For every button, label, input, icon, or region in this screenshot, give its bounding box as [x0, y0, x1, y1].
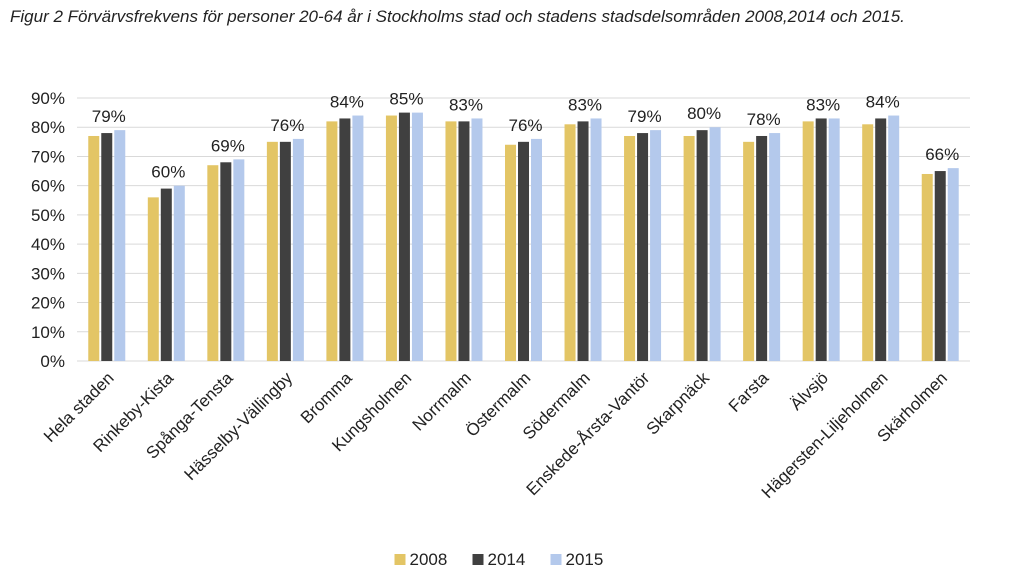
- data-label: 79%: [628, 107, 662, 126]
- data-label: 60%: [151, 163, 185, 182]
- legend-label: 2015: [566, 550, 604, 569]
- data-label: 83%: [568, 95, 602, 114]
- bar-2008: [88, 135, 100, 361]
- bar-2014: [637, 133, 649, 361]
- bar-2008: [445, 121, 457, 361]
- bar-2008: [862, 124, 874, 361]
- bar-2014: [875, 118, 887, 361]
- bar-2015: [173, 185, 185, 361]
- bar-2008: [326, 121, 338, 361]
- chart-title: Figur 2 Förvärvsfrekvens för personer 20…: [10, 7, 905, 26]
- bar-2014: [101, 133, 113, 361]
- bar-2008: [683, 135, 695, 361]
- y-tick-label: 20%: [31, 294, 65, 313]
- y-tick-label: 0%: [40, 352, 65, 371]
- bar-2014: [518, 141, 529, 361]
- data-label: 85%: [389, 90, 423, 109]
- data-label: 69%: [211, 136, 245, 155]
- category-label: Älvsjö: [786, 368, 832, 414]
- y-tick-label: 10%: [31, 323, 65, 342]
- bar-2014: [815, 118, 827, 361]
- bar-2015: [292, 138, 304, 361]
- bar-2015: [709, 127, 721, 361]
- bar-2015: [947, 168, 959, 361]
- bar-2014: [339, 118, 351, 361]
- bar-2015: [769, 133, 781, 361]
- bar-2014: [756, 135, 768, 361]
- legend-swatch-2015: [550, 554, 562, 565]
- bar-2008: [921, 173, 933, 361]
- bar-2015: [531, 138, 542, 361]
- bar-2014: [279, 141, 291, 361]
- data-label: 76%: [508, 116, 542, 135]
- bar-2014: [577, 121, 589, 361]
- y-tick-label: 30%: [31, 264, 65, 283]
- bar-2008: [266, 141, 278, 361]
- y-tick-label: 80%: [31, 118, 65, 137]
- bar-2014: [160, 188, 172, 361]
- bar-2008: [147, 197, 159, 361]
- bar-2008: [505, 144, 516, 361]
- bar-2015: [352, 115, 364, 362]
- bar-2015: [233, 159, 245, 361]
- data-label: 84%: [330, 93, 364, 112]
- bar-2008: [207, 165, 219, 361]
- data-label: 80%: [687, 104, 721, 123]
- bar-2008: [802, 121, 814, 361]
- bar-2008: [385, 115, 397, 362]
- bar-2015: [888, 115, 900, 362]
- bar-2014: [458, 121, 470, 361]
- bar-2015: [650, 130, 662, 361]
- data-label: 83%: [449, 95, 483, 114]
- legend-swatch-2014: [472, 554, 484, 565]
- category-label: Hässelby-Vällingby: [181, 368, 297, 484]
- bar-2014: [220, 162, 232, 361]
- category-label: Bromma: [297, 368, 356, 427]
- data-label: 76%: [270, 116, 304, 135]
- bar-2015: [411, 112, 423, 361]
- y-tick-label: 50%: [31, 206, 65, 225]
- data-label: 83%: [806, 95, 840, 114]
- data-label: 78%: [747, 110, 781, 129]
- bar-2008: [624, 135, 636, 361]
- category-label: Farsta: [725, 368, 773, 416]
- bar-2015: [828, 118, 840, 361]
- data-label: 66%: [925, 145, 959, 164]
- bar-2014: [934, 171, 946, 361]
- y-tick-label: 90%: [31, 89, 65, 108]
- legend-label: 2008: [410, 550, 448, 569]
- bar-2014: [696, 130, 708, 361]
- legend-swatch-2008: [394, 554, 406, 565]
- category-label: Enskede-Årsta-Vantör: [523, 368, 654, 499]
- bar-2015: [590, 118, 602, 361]
- bar-2015: [114, 130, 126, 361]
- legend-label: 2014: [488, 550, 526, 569]
- y-tick-label: 40%: [31, 235, 65, 254]
- y-tick-label: 60%: [31, 177, 65, 196]
- bar-2008: [564, 124, 576, 361]
- bar-2015: [471, 118, 483, 361]
- bar-2008: [743, 141, 755, 361]
- data-label: 84%: [866, 93, 900, 112]
- data-label: 79%: [92, 107, 126, 126]
- category-label: Skarpnäck: [643, 368, 714, 439]
- bar-2014: [398, 112, 410, 361]
- y-tick-label: 70%: [31, 147, 65, 166]
